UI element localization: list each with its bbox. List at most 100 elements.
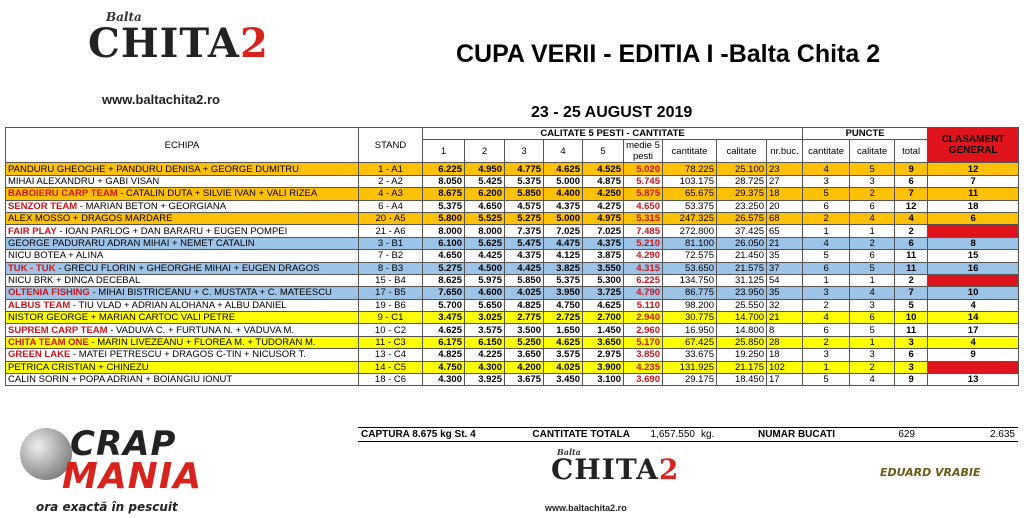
puncte-total-cell: 5 [894, 298, 929, 313]
table-row: PANDURU GHEOGHE + PANDURU DENISA + GEORG… [5, 162, 1020, 176]
stand-cell: 17 - B5 [358, 286, 423, 300]
fish-2-cell: 4.425 [464, 249, 505, 263]
nrbuc-cell: 35 [765, 249, 804, 263]
puncte-calitate-cell: 3 [849, 348, 896, 362]
team-name: BABOIERU CARP TEAM [8, 188, 118, 200]
fish-5-cell: 3.725 [582, 286, 624, 300]
stand-cell: 9 - C1 [358, 311, 423, 325]
fish-1-cell: 6.100 [422, 236, 465, 251]
table-row: CHITA TEAM ONE - MARIN LIVEZEANU + FLORE… [5, 335, 1020, 350]
mania-word: MANIA [62, 456, 203, 497]
puncte-cantitate-cell: 2 [802, 298, 851, 313]
medie-cell: 3.690 [623, 373, 663, 387]
fish-3-cell: 4.825 [504, 298, 544, 313]
crapmania-tagline: ora exactă în pescuit [36, 500, 178, 514]
table-row: NICU BRK + DINCA DECEBAL 15 - B4 8.625 5.97… [5, 273, 1020, 288]
stand-cell: 3 - B1 [358, 236, 423, 251]
cantitate-cell: 33.675 [662, 348, 717, 362]
stand-cell: 6 - A4 [358, 199, 423, 213]
fish-1-cell: 5.800 [422, 211, 465, 226]
fish-5-cell: 7.025 [582, 224, 624, 238]
table-row: GEORGE PADURARU ADRAN MIHAI + NEMET CATA… [5, 236, 1020, 251]
fish-1-cell: 4.750 [422, 360, 465, 375]
nrbuc-cell: 65 [765, 224, 804, 238]
stand-cell: 18 - C6 [358, 373, 423, 387]
fish-5-cell: 2.700 [582, 311, 624, 325]
logo-balta-chita-top: Balta CHITA2 www.baltachita2.ro [88, 6, 268, 114]
team-cell: SENZOR TEAM - MARIAN BETON + GEORGIANA [5, 199, 359, 213]
clasament-cell: 13 [927, 373, 1020, 387]
fish-5-cell: 4.975 [582, 211, 624, 226]
stand-cell: 20 - A5 [358, 211, 423, 226]
medie-cell: 4.235 [623, 360, 663, 375]
fish-3-cell: 3.675 [504, 373, 544, 387]
medie-cell: 5.110 [623, 298, 663, 313]
fish-5-cell: 4.875 [582, 174, 624, 189]
header-p-cantitate: cantitate [802, 139, 851, 164]
puncte-total-cell: 7 [894, 187, 929, 201]
calitate-cell: 26.575 [716, 211, 767, 226]
crap-word: CRAP [70, 424, 177, 464]
puncte-cantitate-cell: 1 [802, 360, 851, 375]
fish-4-cell: 7.025 [543, 224, 583, 238]
team-members: - MARIN LIVEZEANU + FLOREA M. + TUDORAN … [88, 337, 316, 349]
fish-2-cell: 4.650 [464, 199, 505, 213]
puncte-calitate-cell: 6 [849, 199, 896, 213]
fish-3-cell: 7.375 [504, 224, 544, 238]
fish-1-cell: 5.700 [422, 298, 465, 313]
medie-cell: 4.315 [623, 261, 663, 275]
table-row: ALEX MOSSO + DRAGOS MARDARE 20 - A5 5.800 5… [5, 211, 1020, 226]
calitate-cell: 28.725 [716, 174, 767, 189]
stand-cell: 21 - A6 [358, 224, 423, 238]
medie-cell: 4.790 [623, 286, 663, 300]
team-cell: PANDURU GHEOGHE + PANDURU DENISA + GEORG… [5, 162, 359, 176]
team-members: MIHAI ALEXANDRU + GABI VISAN [8, 175, 160, 187]
puncte-calitate-cell: 5 [849, 162, 896, 176]
puncte-total-cell: 6 [894, 348, 929, 362]
fish-2-cell: 5.525 [464, 211, 505, 226]
numar-bucati-value: 629 [838, 427, 918, 442]
fish-3-cell: 5.475 [504, 236, 544, 251]
calitate-cell: 25.850 [716, 335, 767, 350]
clasament-cell: 14 [927, 311, 1020, 325]
team-cell: NICU BRK + DINCA DECEBAL [5, 273, 359, 288]
calitate-cell: 21.175 [716, 360, 767, 375]
puncte-total-cell: 11 [894, 249, 929, 263]
fish-4-cell: 2.725 [543, 311, 583, 325]
puncte-total-cell: 9 [894, 162, 929, 176]
cantitate-cell: 53.375 [662, 199, 717, 213]
fish-1-cell: 6.225 [422, 162, 465, 176]
nrbuc-cell: 32 [765, 298, 804, 313]
stand-cell: 4 - A3 [358, 187, 423, 201]
fish-4-cell: 4.400 [543, 187, 583, 201]
fish-2-cell: 4.500 [464, 261, 505, 275]
table-row: OLTENIA FISHING - MIHAI BISTRICEANU + C.… [5, 286, 1020, 300]
puncte-total-cell: 3 [894, 335, 929, 350]
nrbuc-cell: 37 [765, 261, 804, 275]
fish-4-cell: 3.825 [543, 261, 583, 275]
fish-4-cell: 4.375 [543, 199, 583, 213]
cantitate-cell: 131.925 [662, 360, 717, 375]
fish-4-cell: 1.650 [543, 323, 583, 337]
team-name: TUK - TUK [8, 262, 56, 274]
numar-bucati-label: NUMAR BUCATI [738, 427, 838, 442]
clasament-cell: 18 [927, 199, 1020, 213]
fish-2-cell: 5.625 [464, 236, 505, 251]
puncte-total-cell: 10 [894, 311, 929, 325]
header-nrbuc: nr.buc. [765, 139, 804, 164]
stand-cell: 10 - C2 [358, 323, 423, 337]
team-members: PANDURU GHEOGHE + PANDURU DENISA + GEORG… [8, 163, 300, 175]
fish-4-cell: 5.375 [543, 273, 583, 288]
team-name: CHITA TEAM ONE [8, 337, 89, 349]
header-puncte: PUNCTE [802, 126, 929, 141]
table-row: PETRICA CRISTIAN + CHINEZU 14 - C5 4.750 4.… [5, 360, 1020, 375]
fish-3-cell: 3.650 [504, 348, 544, 362]
team-cell: SUPREM CARP TEAM - VADUVA C. + FURTUNA N… [5, 323, 359, 337]
medie-cell: 7.485 [623, 224, 663, 238]
calitate-cell: 18.450 [716, 373, 767, 387]
team-cell: CALIN SORIN + POPA ADRIAN + BOIANGIU ION… [5, 373, 359, 387]
medie-cell: 5.745 [623, 174, 663, 189]
puncte-cantitate-cell: 6 [802, 199, 851, 213]
puncte-cantitate-cell: 3 [802, 286, 851, 300]
cantitate-totala-unit: kg. [698, 427, 738, 442]
